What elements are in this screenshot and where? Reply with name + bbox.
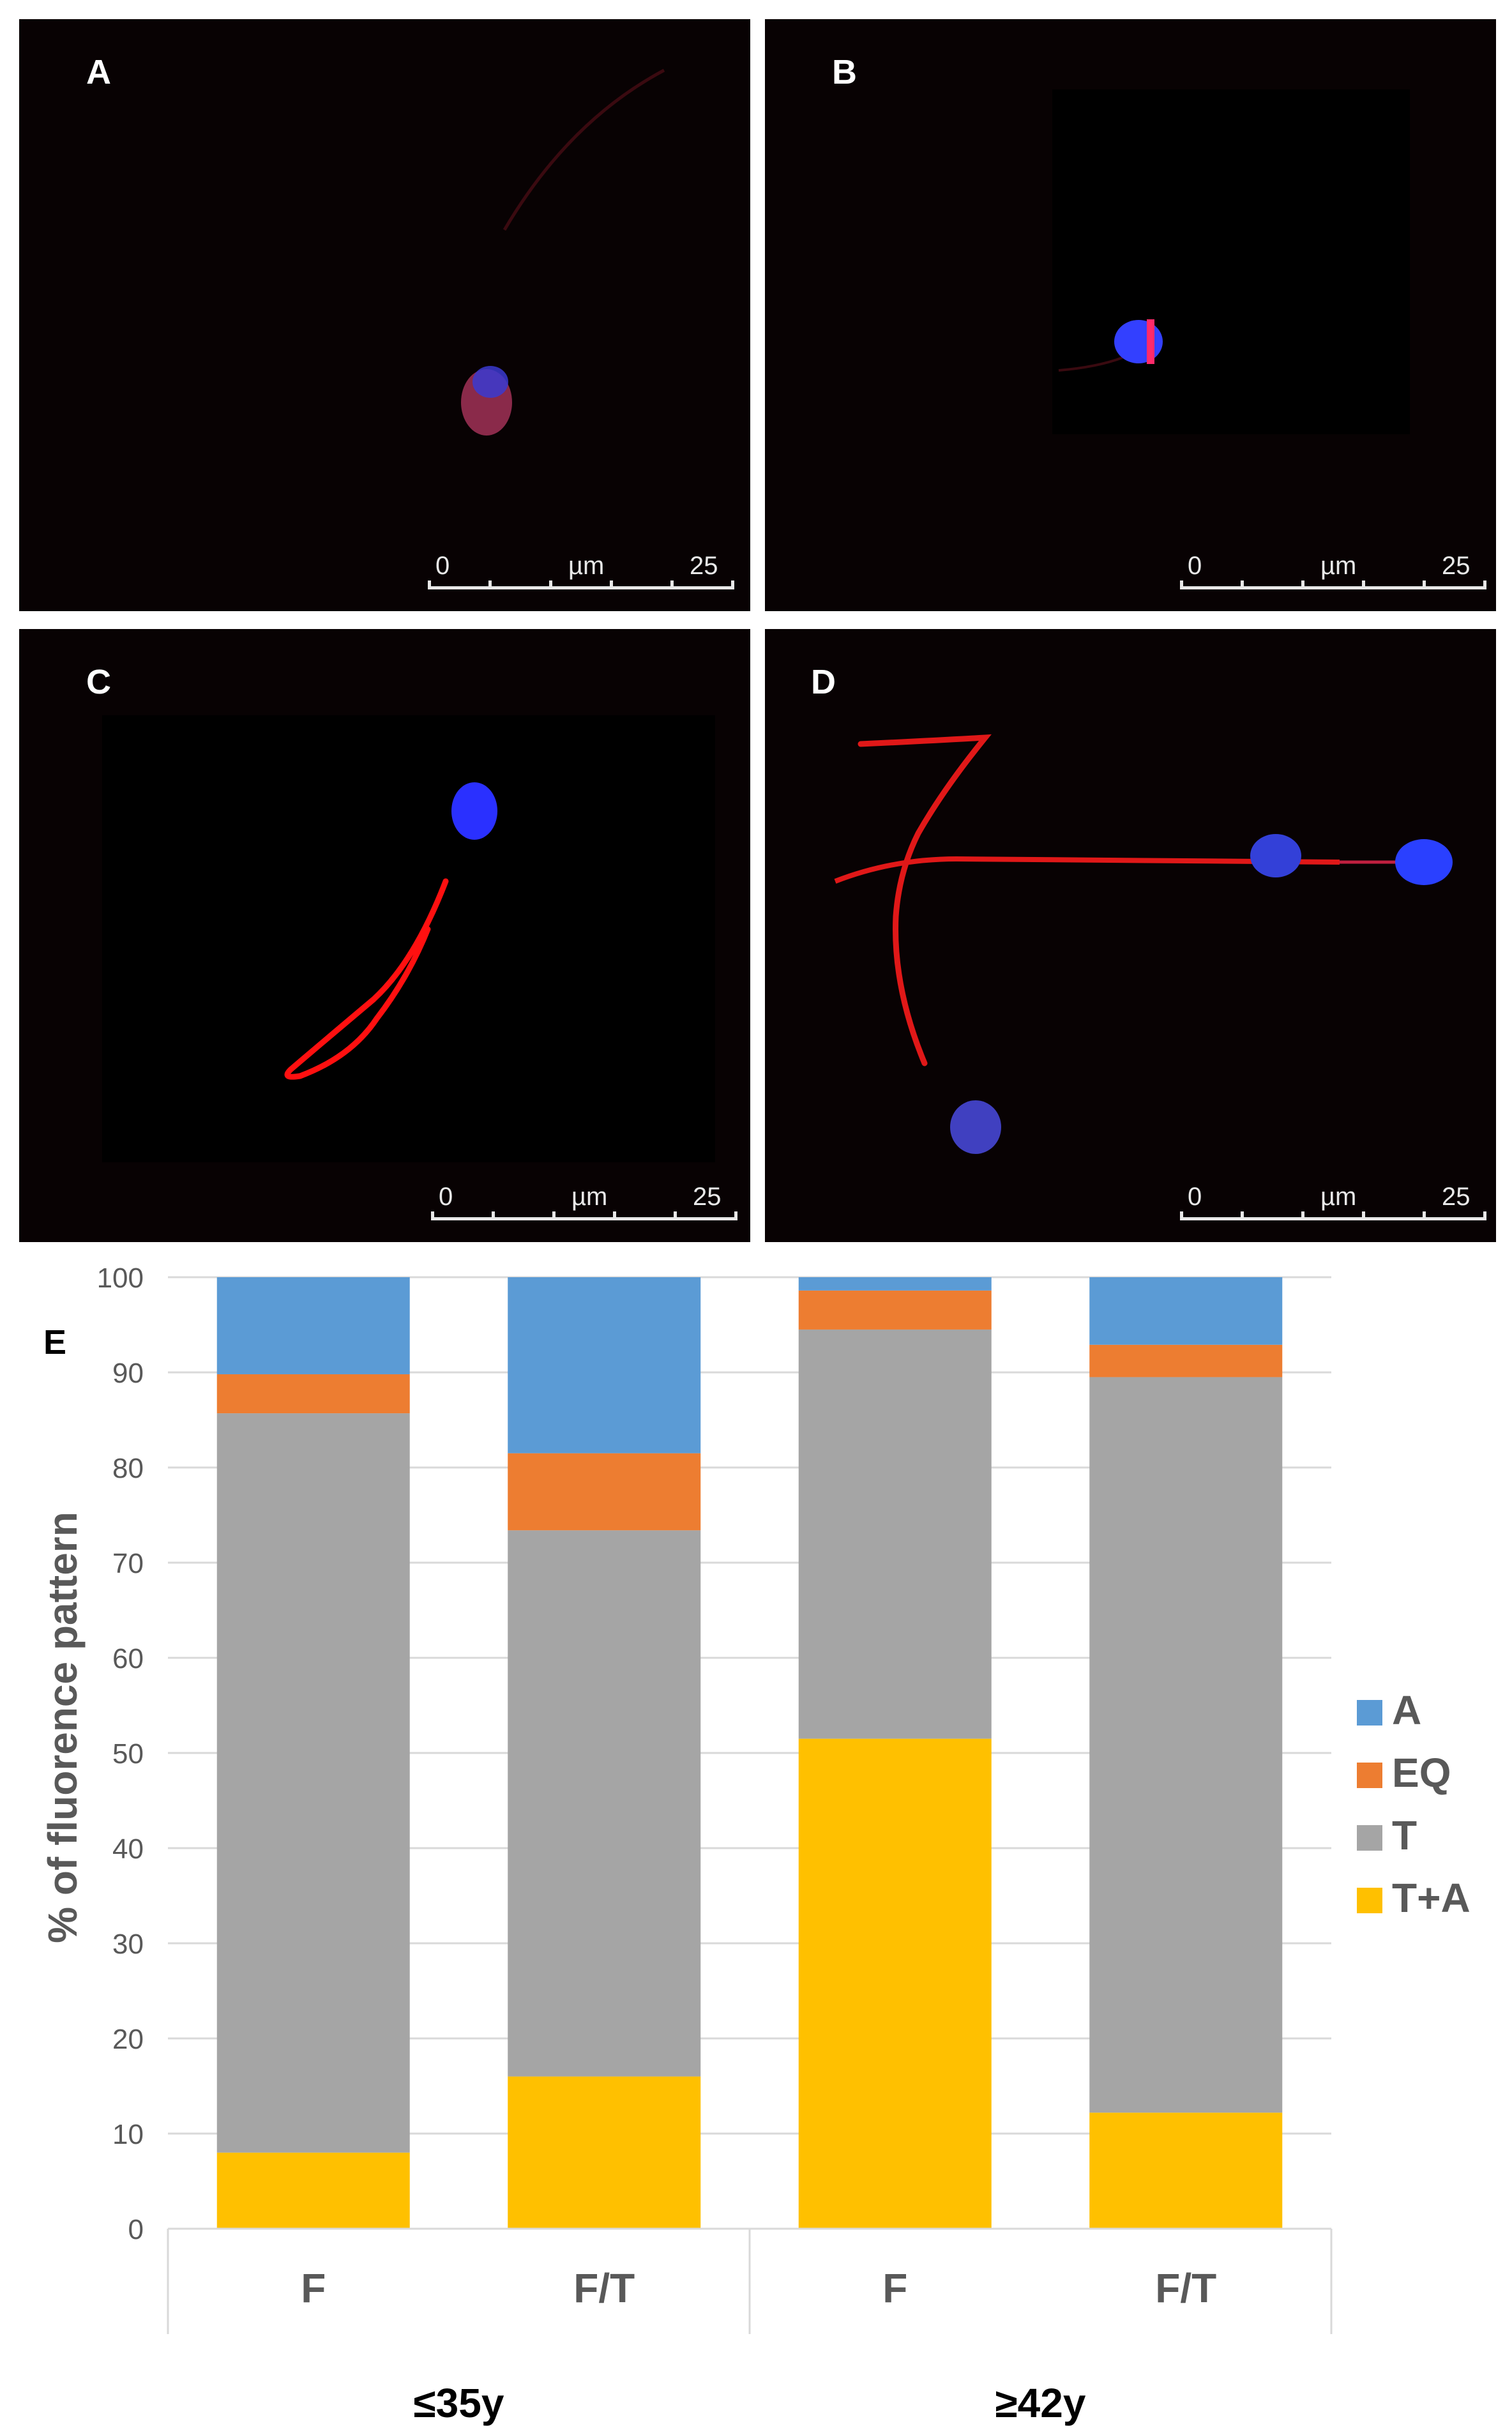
bar-segment-t-plus-a: [798, 1738, 992, 2229]
x-axis: F F/T F F/T ≤35y ≥42y: [167, 2227, 1333, 2426]
sperm-head-b: [1114, 320, 1163, 363]
legend: A EQ T T+A: [1357, 1687, 1470, 1921]
sperm-head-d3: [950, 1100, 1001, 1154]
x-category-label: F: [301, 2265, 326, 2311]
legend-swatch: [1357, 1825, 1382, 1851]
bar-segment-eq: [798, 1290, 992, 1330]
sperm-head-d1: [1250, 834, 1301, 877]
panel-c-image: [102, 715, 715, 1162]
scale-bar-c: 0 µm 25: [431, 1183, 737, 1224]
y-tick-label: 10: [112, 2119, 144, 2150]
panel-label-a: A: [86, 53, 111, 91]
scale-start-b: 0: [1188, 552, 1202, 580]
scale-end-b: 25: [1442, 552, 1470, 580]
bar-segment-t: [216, 1413, 410, 2153]
scale-start-d: 0: [1188, 1183, 1202, 1211]
bar-segment-a: [798, 1277, 992, 1291]
bar-segment-t-plus-a: [216, 2152, 410, 2229]
y-tick-label: 60: [112, 1643, 144, 1674]
bar-segment-a: [1089, 1277, 1283, 1345]
legend-swatch: [1357, 1888, 1382, 1913]
y-tick-label: 40: [112, 1833, 144, 1865]
panel-d-image: [834, 734, 1453, 1154]
bar-segment-eq: [1089, 1344, 1283, 1377]
panel-a: A 0 µm 25: [19, 19, 750, 611]
legend-swatch: [1357, 1700, 1382, 1726]
sperm-head-c: [451, 782, 497, 840]
scale-unit-d: µm: [1320, 1183, 1357, 1211]
panel-c: C 0 µm 25: [19, 629, 750, 1242]
x-category-label: F: [882, 2265, 907, 2311]
scale-start-c: 0: [439, 1183, 453, 1211]
y-tick-label: 80: [112, 1453, 144, 1484]
y-axis-label: % of fluorence pattern: [40, 1512, 86, 1943]
scale-bar-a: 0 µm 25: [428, 552, 734, 593]
bars: [216, 1277, 1283, 2229]
y-tick-label: 30: [112, 1929, 144, 1960]
x-group-label: ≤35y: [414, 2380, 504, 2426]
scale-unit-a: µm: [568, 552, 605, 580]
bar-segment-a: [216, 1277, 410, 1374]
scale-end-a: 25: [690, 552, 718, 580]
bar-segment-a: [508, 1277, 701, 1453]
panel-b-image: [1052, 89, 1410, 434]
panel-label-b: B: [832, 53, 857, 91]
panel-label-d: D: [811, 663, 836, 701]
panel-label-e: E: [43, 1323, 66, 1362]
legend-swatch: [1357, 1763, 1382, 1788]
legend-label: T: [1392, 1812, 1417, 1858]
y-tick-label: 20: [112, 2024, 144, 2055]
x-category-label: F/T: [573, 2265, 635, 2311]
y-tick-label: 50: [112, 1738, 144, 1770]
scale-bar-b: 0 µm 25: [1180, 552, 1486, 593]
legend-label: A: [1392, 1687, 1421, 1733]
scale-unit-c: µm: [571, 1183, 608, 1211]
panel-b: B 0 µm 25: [765, 19, 1496, 611]
scale-start-a: 0: [435, 552, 450, 580]
bar-segment-t: [508, 1530, 701, 2077]
scale-unit-b: µm: [1320, 552, 1357, 580]
legend-label: EQ: [1392, 1750, 1451, 1796]
y-tick-label: 100: [97, 1263, 144, 1294]
scale-bar-d: 0 µm 25: [1180, 1183, 1486, 1224]
bar-segment-t-plus-a: [1089, 2113, 1283, 2229]
bar-segment-t-plus-a: [508, 2076, 701, 2229]
panel-a-image: [461, 68, 665, 436]
scale-end-c: 25: [693, 1183, 722, 1211]
y-tick-labels: 0 10 20 30 40 50 60 70 80 90 100: [97, 1263, 144, 2245]
bar-segment-t: [1089, 1377, 1283, 2113]
scale-end-d: 25: [1442, 1183, 1470, 1211]
y-tick-label: 0: [128, 2214, 144, 2245]
x-group-label: ≥42y: [995, 2380, 1086, 2426]
y-tick-label: 70: [112, 1548, 144, 1579]
x-category-label: F/T: [1155, 2265, 1216, 2311]
bar-segment-eq: [216, 1374, 410, 1414]
y-tick-label: 90: [112, 1358, 144, 1389]
panel-label-c: C: [86, 663, 111, 701]
legend-label: T+A: [1392, 1875, 1470, 1921]
sperm-head-d2: [1395, 839, 1453, 885]
panel-d: D 0 µm 25: [765, 629, 1496, 1242]
bar-segment-t: [798, 1329, 992, 1739]
bar-segment-eq: [508, 1453, 701, 1531]
